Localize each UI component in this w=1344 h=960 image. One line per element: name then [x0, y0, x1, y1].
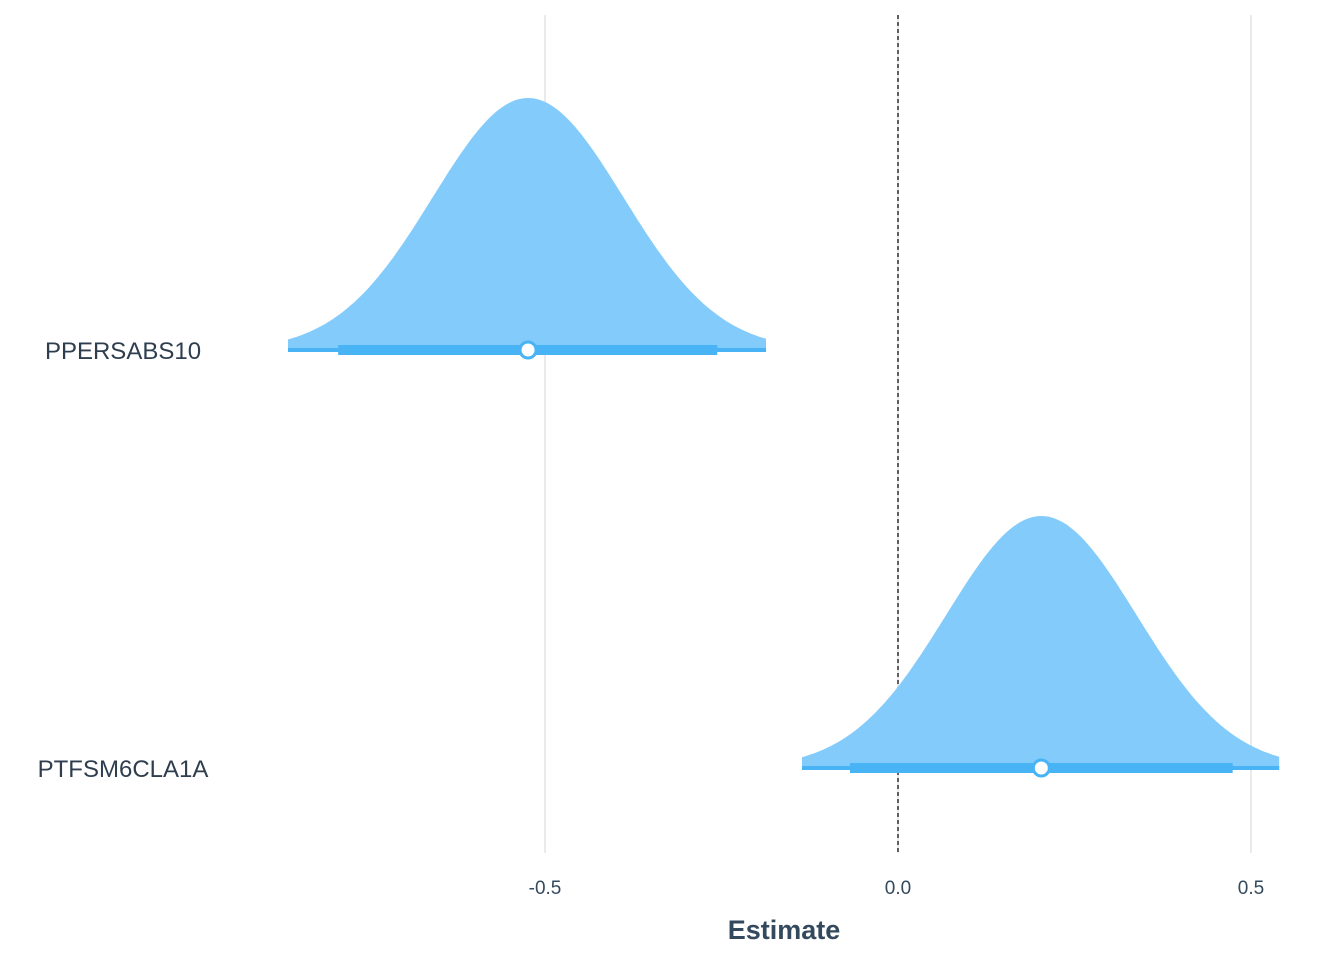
median-point: [1031, 758, 1051, 778]
density-layer: [288, 98, 1280, 768]
median-point: [518, 340, 538, 360]
density-ridge: [288, 98, 766, 350]
x-axis-ticks: -0.5 0.0 0.5: [529, 878, 1265, 899]
y-axis-label: PTFSM6CLA1A: [38, 756, 209, 783]
y-axis-labels: PPERSABS10 PTFSM6CLA1A: [38, 338, 209, 783]
y-axis-label: PPERSABS10: [45, 338, 201, 365]
point-layer: [518, 340, 1051, 778]
density-ridge: [802, 516, 1280, 768]
x-tick-label: 0.0: [885, 878, 911, 899]
x-axis-title: Estimate: [728, 915, 841, 945]
x-tick-label: 0.5: [1238, 878, 1264, 899]
x-tick-label: -0.5: [529, 878, 562, 899]
